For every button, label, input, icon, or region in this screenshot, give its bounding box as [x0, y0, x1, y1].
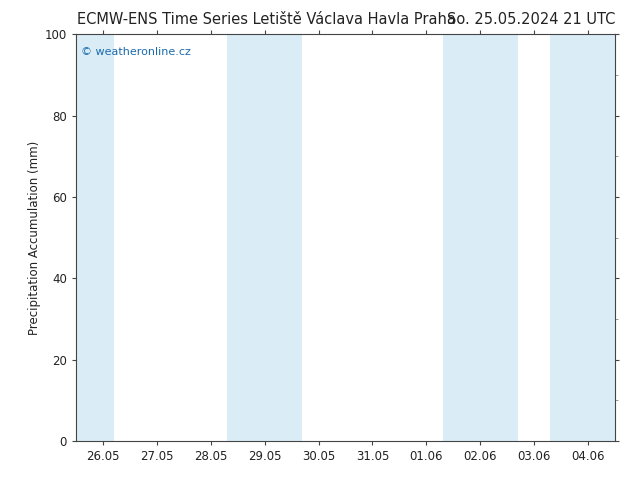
Bar: [227, 34, 302, 441]
Text: So. 25.05.2024 21 UTC: So. 25.05.2024 21 UTC: [446, 12, 615, 27]
Text: ECMW-ENS Time Series Letiště Václava Havla Praha: ECMW-ENS Time Series Letiště Václava Hav…: [77, 12, 456, 27]
Bar: [550, 34, 615, 441]
Bar: [76, 34, 114, 441]
Y-axis label: Precipitation Accumulation (mm): Precipitation Accumulation (mm): [28, 141, 41, 335]
Text: © weatheronline.cz: © weatheronline.cz: [81, 47, 191, 56]
Bar: [443, 34, 518, 441]
